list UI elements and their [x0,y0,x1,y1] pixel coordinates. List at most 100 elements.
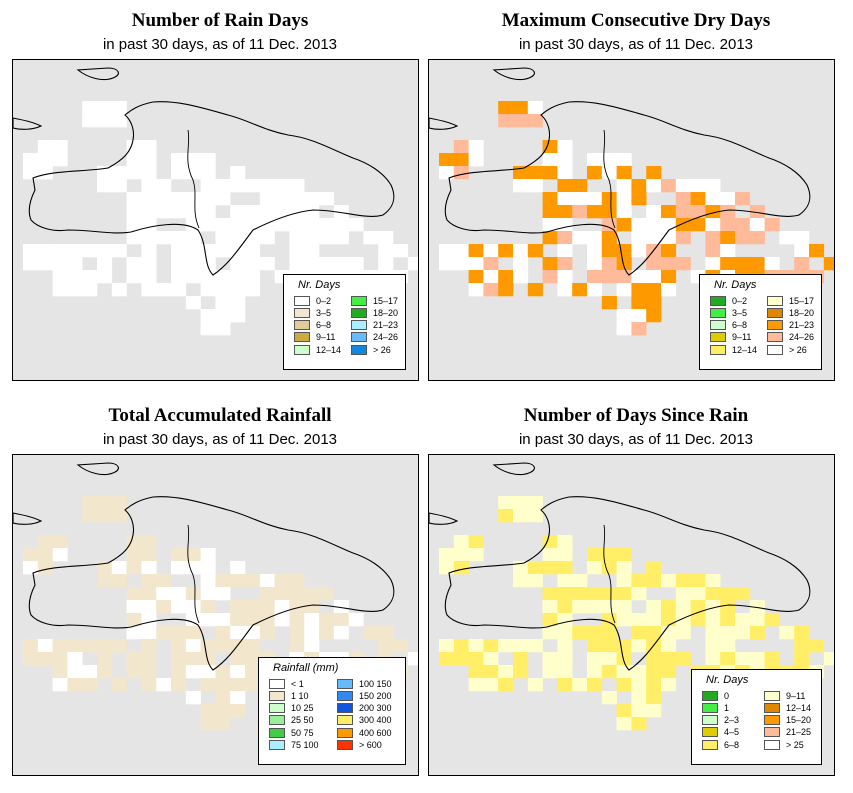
map-grid-cell [468,639,484,653]
map-grid-cell [675,574,691,588]
map-grid-cell [185,665,201,679]
map-grid-cell [557,574,573,588]
map-grid-cell [646,283,662,297]
legend-label: 3–5 [316,307,332,318]
map-grid-cell [661,613,677,627]
map-grid-cell [705,652,721,666]
map-grid-cell [289,626,305,640]
map-grid-cell [542,140,558,154]
map-grid-cell [631,717,647,731]
legend-item: 1 [702,702,729,713]
map-grid-cell [200,244,216,258]
map-grid-cell [646,613,662,627]
map-grid-cell [259,600,275,614]
map-grid-cell [82,244,98,258]
legend-label: 15–20 [786,715,812,726]
map-grid-cell [111,179,127,193]
map-grid-cell [498,283,514,297]
legend-swatch [710,332,726,343]
map-grid-cell [111,639,127,653]
legend-swatch [764,715,780,726]
map-grid-cell [97,270,113,284]
map-legend: Nr. Days 0 1 2–3 4–5 6–8 9–11 12–14 15–20 21–25 >… [691,669,822,765]
map-grid-cell [483,244,499,258]
map-grid-cell [126,218,142,232]
map-grid-cell [631,678,647,692]
map-grid-cell [661,600,677,614]
panel-rain-days: Number of Rain Days in past 30 days, as … [12,0,428,395]
map-grid-cell [749,218,765,232]
map-grid-cell [171,626,187,640]
map-grid-cell [52,140,68,154]
map-grid-cell [587,166,603,180]
map-grid-cell [52,283,68,297]
map-grid-cell [141,535,157,549]
map-grid-cell [141,678,157,692]
legend-item: 1 10 [269,690,309,701]
map-grid-cell [690,587,706,601]
map-grid-cell [690,192,706,206]
map-grid-cell [587,257,603,271]
map-grid-cell [735,192,751,206]
legend-item: 18–20 [351,307,398,318]
map-grid-cell [616,717,632,731]
map-grid-cell [749,652,765,666]
legend-swatch [269,703,285,714]
legend-swatch [269,740,285,750]
map-grid-cell [468,535,484,549]
map-grid-cell [601,231,617,245]
map-grid-cell [23,244,39,258]
panel-total-rainfall: Total Accumulated Rainfall in past 30 da… [12,395,428,790]
map-grid-cell [333,205,349,219]
map-grid-cell [245,665,261,679]
map-grid-cell [675,587,691,601]
map-grid-cell [557,652,573,666]
legend-label: 9–11 [316,332,336,343]
map-grid-cell [185,166,201,180]
map-grid-cell [230,678,246,692]
map-grid-cell [215,322,231,336]
map-grid-cell [631,179,647,193]
map-grid-cell [661,244,677,258]
map-grid-cell [289,244,305,258]
legend-swatch [294,295,310,306]
map-grid-cell [513,244,529,258]
map-grid-cell [513,574,529,588]
map-grid-cell [572,192,588,206]
map-grid-cell [259,574,275,588]
map-grid-cell [498,665,514,679]
legend-item: 3–5 [710,307,747,318]
map-grid-cell [215,665,231,679]
map-grid-cell [185,257,201,271]
map-grid-cell [557,257,573,271]
legend-label: 0–2 [732,295,748,306]
map-grid-cell [126,548,142,562]
map-grid-cell [616,283,632,297]
legend-item: 2–3 [702,715,739,726]
map-grid-cell [67,678,83,692]
map-grid-cell [111,496,127,510]
map-grid-cell [141,166,157,180]
map-grid-cell [542,166,558,180]
map-grid-cell [705,587,721,601]
legend-swatch [767,344,783,355]
map-grid-cell [468,257,484,271]
legend-item: 50 75 [269,727,314,738]
map-grid-cell [468,270,484,284]
map-grid-cell [274,218,290,232]
map-grid-cell [37,257,53,271]
map-grid-cell [23,153,39,167]
map-grid-cell [67,639,83,653]
legend-swatch [767,332,783,343]
map-grid-cell [171,231,187,245]
map-grid-cell [230,218,246,232]
legend-item: 15–17 [767,295,814,306]
map-grid-cell [23,561,39,575]
coastline-island [492,462,535,476]
map-grid-cell [823,652,834,666]
map-grid-cell [513,257,529,271]
map-grid-cell [542,665,558,679]
legend-swatch [351,344,367,355]
legend-swatch [351,332,367,343]
map-grid-cell [171,283,187,297]
